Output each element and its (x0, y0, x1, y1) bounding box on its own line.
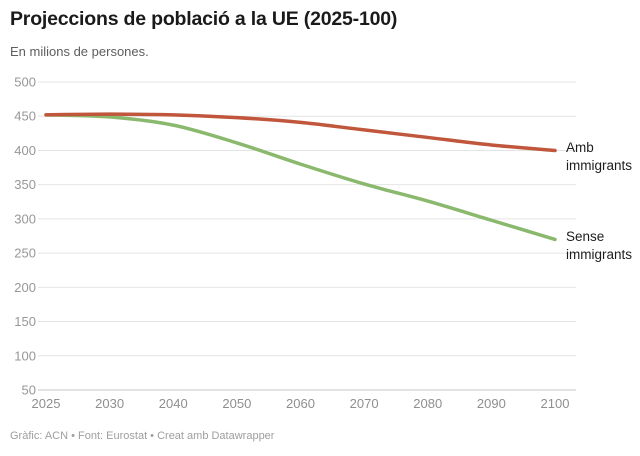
x-tick-label: 2025 (32, 396, 61, 411)
x-tick-label: 2030 (95, 396, 124, 411)
x-tick-label: 2100 (541, 396, 570, 411)
y-tick-label: 350 (14, 177, 36, 192)
y-tick-label: 100 (14, 348, 36, 363)
x-tick-label: 2080 (413, 396, 442, 411)
y-tick-label: 200 (14, 280, 36, 295)
series-label-amb-immigrants: Amb immigrants (566, 140, 633, 173)
x-tick-label: 2070 (350, 396, 379, 411)
chart-title: Projeccions de població a la UE (2025-10… (10, 8, 398, 30)
chart-subtitle: En milions de persones. (10, 44, 149, 59)
x-tick-label: 2040 (159, 396, 188, 411)
series-line-sense-immigrants (44, 113, 557, 242)
y-tick-label: 250 (14, 246, 36, 261)
x-tick-label: 2090 (477, 396, 506, 411)
x-tick-label: 2050 (222, 396, 251, 411)
series-line-amb-immigrants (44, 112, 557, 153)
x-tick-label: 2060 (286, 396, 315, 411)
y-tick-label: 150 (14, 314, 36, 329)
series-label-sense-immigrants: Sense immigrants (566, 229, 633, 262)
footer-credit: Gràfic: ACN • Font: Eurostat • Creat amb… (10, 430, 275, 442)
y-tick-label: 400 (14, 143, 36, 158)
y-tick-label: 50 (22, 383, 36, 398)
y-tick-label: 450 (14, 109, 36, 124)
y-tick-label: 300 (14, 211, 36, 226)
y-tick-label: 500 (14, 75, 36, 90)
